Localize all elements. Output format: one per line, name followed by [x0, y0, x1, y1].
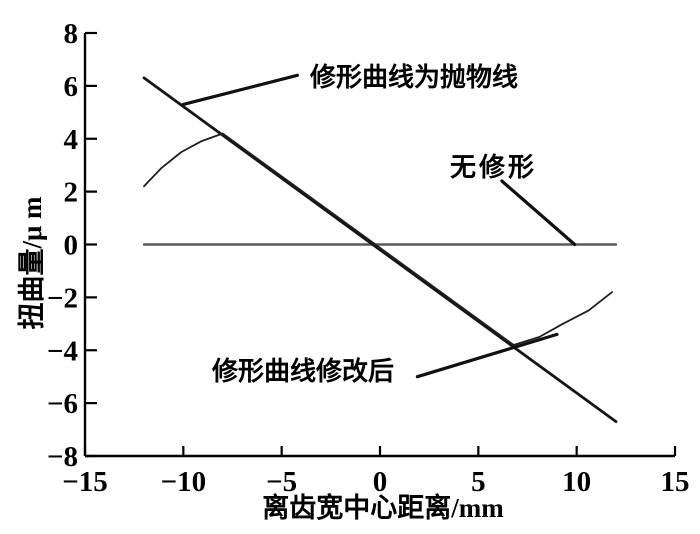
y-tick-label: −4 [47, 335, 78, 367]
x-tick-label: −15 [62, 466, 108, 498]
y-tick-label: 0 [64, 230, 79, 262]
x-tick-label: 10 [562, 466, 591, 498]
x-tick-label: 0 [373, 466, 388, 498]
leader-no-modification [500, 179, 577, 247]
x-tick-label: −5 [266, 466, 297, 498]
x-axis-title: 离齿宽中心距离/mm [262, 492, 504, 523]
annotation-parabola-curve: 修形曲线为抛物线 [309, 62, 518, 92]
annotation-no-modification: 无修形 [450, 152, 537, 182]
series-lines [142, 76, 618, 423]
annotation-modified-curve: 修形曲线修改后 [211, 356, 394, 386]
x-tick-label: 15 [661, 466, 690, 498]
y-tick-labels: 8 6 4 2 0 −2 −4 −6 −8 [47, 18, 78, 473]
x-tick-label: −10 [161, 466, 207, 498]
y-axis-ticks [85, 31, 97, 458]
y-tick-label: 4 [64, 124, 79, 156]
series-modified-modification [143, 132, 613, 346]
y-tick-label: −2 [47, 282, 78, 314]
y-tick-label: 2 [64, 177, 79, 209]
leader-modified-curve [415, 332, 559, 379]
x-tick-label: 5 [471, 466, 486, 498]
series-parabola-modification [142, 76, 618, 423]
y-tick-label: −6 [47, 388, 78, 420]
axes [83, 31, 677, 458]
leader-parabola-curve [181, 73, 299, 106]
x-tick-labels: −15 −10 −5 0 5 10 15 [62, 466, 689, 498]
x-axis-ticks [83, 446, 677, 456]
y-axis-title: 扭曲量/μ m [17, 196, 47, 330]
y-tick-label: 8 [64, 18, 79, 50]
annotation-leader-lines [181, 73, 577, 379]
y-tick-label: 6 [64, 71, 79, 103]
y-tick-label: −8 [47, 441, 78, 473]
